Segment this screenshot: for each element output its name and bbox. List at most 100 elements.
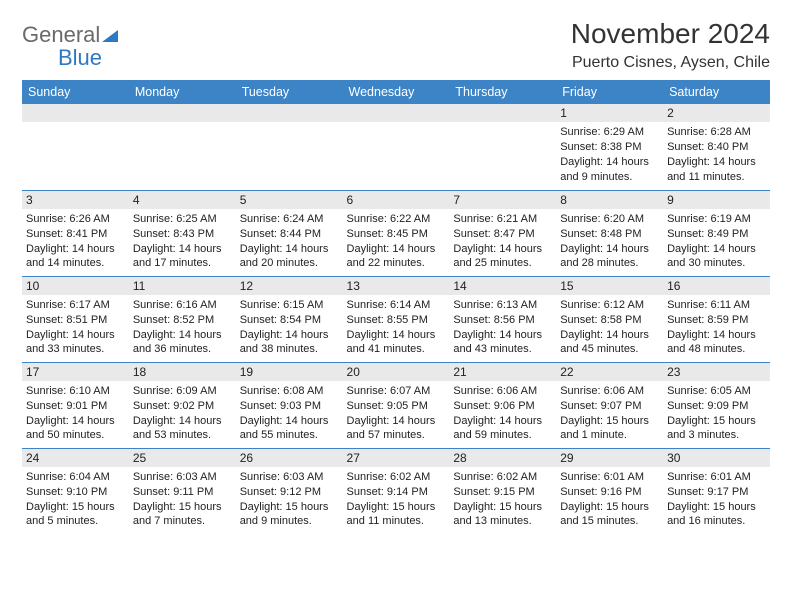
day-number: 11: [129, 277, 236, 295]
day-header: Friday: [556, 80, 663, 104]
calendar-day: 30Sunrise: 6:01 AMSunset: 9:17 PMDayligh…: [663, 448, 770, 534]
daylight-text: Daylight: 14 hours and 53 minutes.: [133, 414, 232, 444]
day-number: 27: [343, 449, 450, 467]
sunset-text: Sunset: 8:59 PM: [667, 313, 766, 328]
sunset-text: Sunset: 9:03 PM: [240, 399, 339, 414]
calendar-blank: [129, 104, 236, 190]
day-number: [343, 104, 450, 122]
sunrise-text: Sunrise: 6:16 AM: [133, 298, 232, 313]
day-number: 3: [22, 191, 129, 209]
day-detail: Sunrise: 6:01 AMSunset: 9:16 PMDaylight:…: [556, 467, 663, 531]
daylight-text: Daylight: 15 hours and 1 minute.: [560, 414, 659, 444]
sunrise-text: Sunrise: 6:02 AM: [453, 470, 552, 485]
day-number: 13: [343, 277, 450, 295]
daylight-text: Daylight: 15 hours and 11 minutes.: [347, 500, 446, 530]
day-header: Wednesday: [343, 80, 450, 104]
daylight-text: Daylight: 15 hours and 16 minutes.: [667, 500, 766, 530]
daylight-text: Daylight: 14 hours and 38 minutes.: [240, 328, 339, 358]
daylight-text: Daylight: 14 hours and 59 minutes.: [453, 414, 552, 444]
day-detail: Sunrise: 6:28 AMSunset: 8:40 PMDaylight:…: [663, 122, 770, 186]
day-detail: Sunrise: 6:16 AMSunset: 8:52 PMDaylight:…: [129, 295, 236, 359]
sunset-text: Sunset: 8:48 PM: [560, 227, 659, 242]
daylight-text: Daylight: 15 hours and 13 minutes.: [453, 500, 552, 530]
calendar-day: 24Sunrise: 6:04 AMSunset: 9:10 PMDayligh…: [22, 448, 129, 534]
day-detail: Sunrise: 6:06 AMSunset: 9:07 PMDaylight:…: [556, 381, 663, 445]
calendar-week: 24Sunrise: 6:04 AMSunset: 9:10 PMDayligh…: [22, 448, 770, 534]
day-detail: Sunrise: 6:02 AMSunset: 9:14 PMDaylight:…: [343, 467, 450, 531]
sunset-text: Sunset: 9:06 PM: [453, 399, 552, 414]
day-number: [236, 104, 343, 122]
sunrise-text: Sunrise: 6:13 AM: [453, 298, 552, 313]
sunrise-text: Sunrise: 6:04 AM: [26, 470, 125, 485]
calendar-head: SundayMondayTuesdayWednesdayThursdayFrid…: [22, 80, 770, 104]
sunrise-text: Sunrise: 6:06 AM: [560, 384, 659, 399]
day-detail: Sunrise: 6:09 AMSunset: 9:02 PMDaylight:…: [129, 381, 236, 445]
day-detail: Sunrise: 6:20 AMSunset: 8:48 PMDaylight:…: [556, 209, 663, 273]
daylight-text: Daylight: 14 hours and 41 minutes.: [347, 328, 446, 358]
calendar-day: 23Sunrise: 6:05 AMSunset: 9:09 PMDayligh…: [663, 362, 770, 448]
sunset-text: Sunset: 8:44 PM: [240, 227, 339, 242]
sunset-text: Sunset: 9:02 PM: [133, 399, 232, 414]
day-number: 9: [663, 191, 770, 209]
day-number: 25: [129, 449, 236, 467]
sunset-text: Sunset: 9:15 PM: [453, 485, 552, 500]
day-number: 8: [556, 191, 663, 209]
day-detail: Sunrise: 6:24 AMSunset: 8:44 PMDaylight:…: [236, 209, 343, 273]
calendar-body: 1Sunrise: 6:29 AMSunset: 8:38 PMDaylight…: [22, 104, 770, 534]
day-detail: Sunrise: 6:22 AMSunset: 8:45 PMDaylight:…: [343, 209, 450, 273]
day-detail: Sunrise: 6:06 AMSunset: 9:06 PMDaylight:…: [449, 381, 556, 445]
daylight-text: Daylight: 14 hours and 50 minutes.: [26, 414, 125, 444]
daylight-text: Daylight: 14 hours and 22 minutes.: [347, 242, 446, 272]
calendar-day: 29Sunrise: 6:01 AMSunset: 9:16 PMDayligh…: [556, 448, 663, 534]
day-detail: Sunrise: 6:15 AMSunset: 8:54 PMDaylight:…: [236, 295, 343, 359]
daylight-text: Daylight: 14 hours and 57 minutes.: [347, 414, 446, 444]
day-header: Tuesday: [236, 80, 343, 104]
sunset-text: Sunset: 8:58 PM: [560, 313, 659, 328]
daylight-text: Daylight: 14 hours and 33 minutes.: [26, 328, 125, 358]
calendar-day: 11Sunrise: 6:16 AMSunset: 8:52 PMDayligh…: [129, 276, 236, 362]
sunrise-text: Sunrise: 6:02 AM: [347, 470, 446, 485]
title-block: November 2024 Puerto Cisnes, Aysen, Chil…: [571, 18, 770, 72]
calendar-day: 16Sunrise: 6:11 AMSunset: 8:59 PMDayligh…: [663, 276, 770, 362]
calendar-day: 3Sunrise: 6:26 AMSunset: 8:41 PMDaylight…: [22, 190, 129, 276]
day-number: 23: [663, 363, 770, 381]
day-detail: Sunrise: 6:17 AMSunset: 8:51 PMDaylight:…: [22, 295, 129, 359]
calendar-day: 2Sunrise: 6:28 AMSunset: 8:40 PMDaylight…: [663, 104, 770, 190]
calendar-week: 3Sunrise: 6:26 AMSunset: 8:41 PMDaylight…: [22, 190, 770, 276]
day-number: [129, 104, 236, 122]
daylight-text: Daylight: 15 hours and 9 minutes.: [240, 500, 339, 530]
day-number: 29: [556, 449, 663, 467]
calendar-day: 18Sunrise: 6:09 AMSunset: 9:02 PMDayligh…: [129, 362, 236, 448]
sunrise-text: Sunrise: 6:29 AM: [560, 125, 659, 140]
sunset-text: Sunset: 9:09 PM: [667, 399, 766, 414]
daylight-text: Daylight: 14 hours and 9 minutes.: [560, 155, 659, 185]
daylight-text: Daylight: 14 hours and 14 minutes.: [26, 242, 125, 272]
calendar-week: 10Sunrise: 6:17 AMSunset: 8:51 PMDayligh…: [22, 276, 770, 362]
calendar-day: 26Sunrise: 6:03 AMSunset: 9:12 PMDayligh…: [236, 448, 343, 534]
logo-triangle-icon: [102, 30, 118, 42]
day-number: 20: [343, 363, 450, 381]
sunrise-text: Sunrise: 6:20 AM: [560, 212, 659, 227]
calendar-day: 9Sunrise: 6:19 AMSunset: 8:49 PMDaylight…: [663, 190, 770, 276]
calendar-table: SundayMondayTuesdayWednesdayThursdayFrid…: [22, 80, 770, 534]
day-header: Sunday: [22, 80, 129, 104]
calendar-day: 15Sunrise: 6:12 AMSunset: 8:58 PMDayligh…: [556, 276, 663, 362]
sunrise-text: Sunrise: 6:14 AM: [347, 298, 446, 313]
daylight-text: Daylight: 14 hours and 11 minutes.: [667, 155, 766, 185]
sunrise-text: Sunrise: 6:17 AM: [26, 298, 125, 313]
calendar-day: 14Sunrise: 6:13 AMSunset: 8:56 PMDayligh…: [449, 276, 556, 362]
day-number: 7: [449, 191, 556, 209]
daylight-text: Daylight: 15 hours and 7 minutes.: [133, 500, 232, 530]
calendar-blank: [449, 104, 556, 190]
calendar-day: 8Sunrise: 6:20 AMSunset: 8:48 PMDaylight…: [556, 190, 663, 276]
sunset-text: Sunset: 9:05 PM: [347, 399, 446, 414]
sunset-text: Sunset: 8:54 PM: [240, 313, 339, 328]
day-detail: Sunrise: 6:21 AMSunset: 8:47 PMDaylight:…: [449, 209, 556, 273]
day-detail: Sunrise: 6:26 AMSunset: 8:41 PMDaylight:…: [22, 209, 129, 273]
sunset-text: Sunset: 9:14 PM: [347, 485, 446, 500]
day-number: 24: [22, 449, 129, 467]
calendar-day: 6Sunrise: 6:22 AMSunset: 8:45 PMDaylight…: [343, 190, 450, 276]
sunrise-text: Sunrise: 6:03 AM: [133, 470, 232, 485]
header-row: General Blue November 2024 Puerto Cisnes…: [22, 18, 770, 72]
calendar-day: 12Sunrise: 6:15 AMSunset: 8:54 PMDayligh…: [236, 276, 343, 362]
